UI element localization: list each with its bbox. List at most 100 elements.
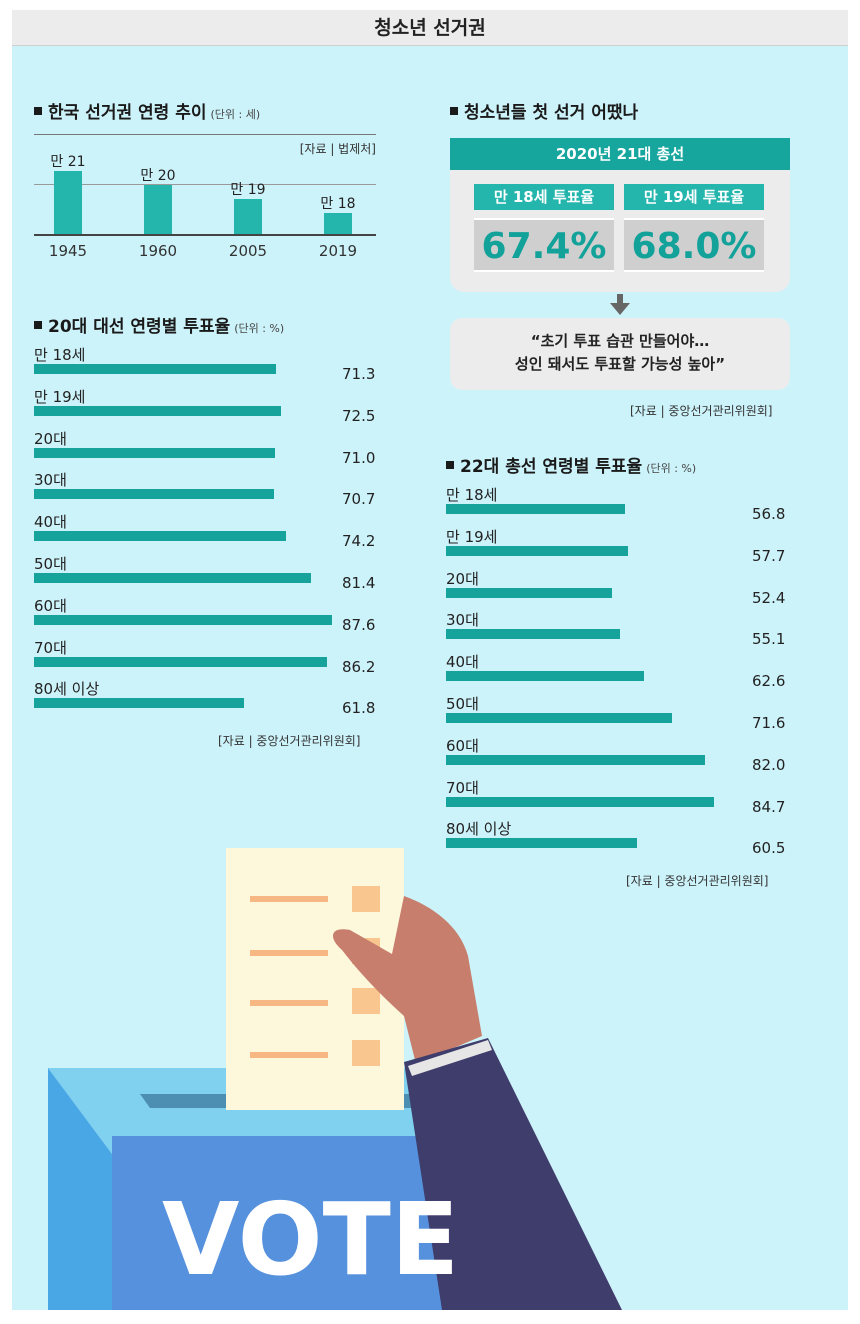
turnout-bar	[446, 754, 706, 765]
category-label: 80세 이상	[446, 820, 512, 839]
box-sub-18: 만 18세 투표율	[474, 184, 614, 210]
hand-icon	[332, 896, 482, 1064]
gen-section-title: 22대 총선 연령별 투표율 (단위 : %)	[446, 452, 696, 477]
age-value-label: 만 20	[140, 168, 176, 184]
shirt-cuff	[408, 1040, 492, 1076]
value-label: 87.6	[342, 615, 376, 634]
age-guide-line	[34, 184, 376, 185]
value-label: 81.4	[342, 574, 376, 592]
category-label: 60대	[446, 736, 479, 755]
ballot-box-3	[352, 988, 380, 1014]
ballot-line-2	[250, 950, 328, 956]
turnout-bar	[34, 698, 245, 709]
category-label: 80세 이상	[34, 680, 100, 699]
value-label: 74.2	[342, 532, 376, 551]
turnout-bar	[446, 587, 612, 598]
age-source: [자료 | 법제처]	[299, 142, 376, 156]
category-label: 만 19세	[446, 527, 498, 546]
sleeve	[404, 1038, 622, 1310]
age-year-label: 1960	[138, 242, 178, 260]
bullet-icon	[446, 461, 454, 469]
category-label: 50대	[446, 695, 479, 713]
value-label: 72.5	[342, 406, 376, 425]
turnout-bar	[34, 405, 281, 416]
gen-turnout-chart: 만 18세 56.8 만 19세 57.7 20대 52.4 30대 55.1 40대 62.6 5…	[446, 484, 786, 864]
pres-title-text: 20대 대선 연령별 투표율	[48, 317, 231, 337]
value-label: 71.0	[342, 448, 376, 467]
category-label: 70대	[34, 638, 67, 657]
first-title-text: 청소년들 첫 선거 어땠나	[464, 103, 639, 123]
turnout-bar	[446, 713, 673, 723]
age-title-text: 한국 선거권 연령 추이	[48, 103, 207, 123]
quote-line-2: 성인 돼서도 투표할 가능성 높아”	[514, 355, 726, 373]
category-label: 70대	[446, 778, 479, 797]
turnout-bar	[34, 447, 276, 458]
value-label: 56.8	[752, 505, 786, 523]
turnout-bar	[446, 545, 629, 556]
value-label: 57.7	[752, 546, 786, 565]
ballot-line-1	[250, 896, 328, 902]
value-label: 55.1	[752, 630, 786, 649]
first-section-title: 청소년들 첫 선거 어땠나	[450, 98, 638, 123]
age-year-label: 2019	[318, 242, 358, 260]
turnout-bar	[34, 614, 332, 625]
age-trend-chart: [자료 | 법제처] 만 21 1945 만 20 1960 만 19 2005 만 18 2…	[34, 134, 376, 274]
category-label: 만 18세	[34, 346, 86, 364]
category-label: 40대	[34, 513, 67, 532]
quote-line-1: “초기 투표 습관 만들어야…	[530, 332, 710, 350]
ballot-line-4	[250, 1052, 328, 1058]
box-head: 2020년 21대 총선	[450, 138, 790, 170]
turnout-bar	[446, 629, 621, 640]
vote-text: VOTE	[162, 1181, 459, 1298]
turnout-bar	[446, 504, 626, 514]
age-baseline	[34, 234, 376, 236]
value-label: 52.4	[752, 588, 786, 607]
category-label: 60대	[34, 596, 67, 615]
pres-turnout-chart: 만 18세 71.3 만 19세 72.5 20대 71.0 30대 70.7 40대 74.2 5…	[34, 344, 376, 724]
value-label: 62.6	[752, 672, 786, 691]
turnout-bar	[34, 489, 275, 500]
turnout-bar	[446, 796, 714, 807]
bullet-icon	[34, 107, 42, 115]
box-pct-19: 68.0%	[624, 218, 764, 272]
category-label: 40대	[446, 653, 479, 672]
age-unit: (단위 : 세)	[210, 108, 261, 121]
value-label: 82.0	[752, 755, 786, 774]
category-label: 20대	[446, 569, 479, 588]
first-source: [자료 | 중앙선거관리위원회]	[630, 404, 773, 418]
category-label: 30대	[34, 471, 67, 490]
box-pct-18: 67.4%	[474, 218, 614, 272]
value-label: 71.3	[342, 365, 376, 383]
age-year-label: 1945	[48, 242, 88, 260]
age-top-rule	[34, 134, 376, 135]
value-label: 70.7	[342, 490, 376, 509]
arrow-down-icon	[610, 294, 630, 315]
turnout-bar	[34, 656, 328, 667]
age-year-label: 2005	[228, 242, 268, 260]
ballot-line-3	[250, 1000, 328, 1006]
category-label: 20대	[34, 429, 67, 448]
page-title: 청소년 선거권	[12, 10, 848, 46]
turnout-bar	[446, 838, 638, 849]
turnout-bar	[34, 573, 311, 583]
quote-box: “초기 투표 습관 만들어야… 성인 돼서도 투표할 가능성 높아”	[450, 318, 790, 390]
age-section-title: 한국 선거권 연령 추이 (단위 : 세)	[34, 98, 260, 123]
value-label: 71.6	[752, 714, 786, 732]
category-label: 30대	[446, 611, 479, 630]
age-bar	[144, 185, 172, 234]
age-value-label: 만 18	[320, 196, 356, 212]
ballot-box-illustration: VOTE	[48, 848, 622, 1310]
ballot-box-side	[48, 1068, 112, 1310]
age-bar	[54, 171, 82, 234]
category-label: 만 19세	[34, 387, 86, 406]
bullet-icon	[34, 321, 42, 329]
turnout-bar	[446, 671, 644, 682]
age-bar	[324, 213, 352, 234]
gen-unit: (단위 : %)	[646, 462, 697, 475]
turnout-bar	[34, 531, 287, 542]
ballot-box-1	[352, 886, 380, 912]
category-label: 50대	[34, 555, 67, 573]
turnout-bar	[34, 364, 277, 374]
gen-title-text: 22대 총선 연령별 투표율	[460, 457, 643, 477]
bullet-icon	[450, 107, 458, 115]
